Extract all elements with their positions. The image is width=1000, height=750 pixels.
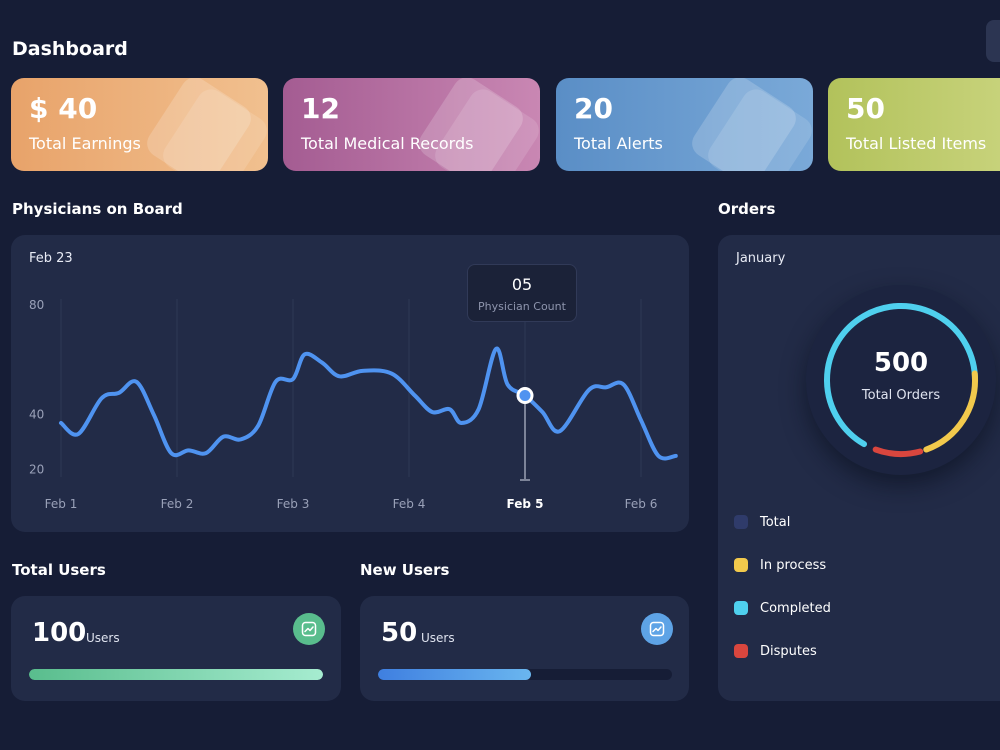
y-tick-label: 80 bbox=[29, 298, 44, 312]
stat-label: Total Alerts bbox=[574, 134, 663, 153]
total-users-progress-fill bbox=[29, 669, 323, 680]
y-tick-label: 40 bbox=[29, 408, 44, 422]
highlight-point bbox=[516, 387, 534, 405]
new-users-progress-fill bbox=[378, 669, 531, 680]
chart-tooltip: 05 Physician Count bbox=[467, 264, 577, 322]
trend-up-icon[interactable] bbox=[293, 613, 325, 645]
orders-section-title: Orders bbox=[718, 200, 776, 218]
x-tick-label: Feb 5 bbox=[507, 497, 544, 511]
legend-label: Disputes bbox=[760, 643, 817, 659]
tooltip-value: 05 bbox=[511, 275, 533, 294]
new-users-progress-track bbox=[378, 669, 672, 680]
x-tick-label: Feb 4 bbox=[393, 497, 426, 511]
new-users-title: New Users bbox=[360, 561, 450, 579]
legend-item-in-process: In process bbox=[734, 556, 826, 574]
x-tick-label: Feb 1 bbox=[45, 497, 78, 511]
orders-donut-chart bbox=[824, 303, 978, 457]
donut-segment bbox=[923, 370, 978, 453]
stat-value: 50 bbox=[846, 92, 885, 125]
x-tick-label: Feb 3 bbox=[277, 497, 310, 511]
total-users-card: 100 Users bbox=[11, 596, 341, 701]
stat-value: 20 bbox=[574, 92, 613, 125]
new-users-value: 50 bbox=[381, 618, 418, 648]
legend-item-total: Total bbox=[734, 513, 790, 531]
stat-card-total-medical-records[interactable]: 12 Total Medical Records bbox=[283, 78, 540, 171]
stat-card-total-earnings[interactable]: $ 40 Total Earnings bbox=[11, 78, 268, 171]
physicians-section-title: Physicians on Board bbox=[12, 200, 183, 218]
new-users-card: 50 Users bbox=[360, 596, 689, 701]
trend-up-icon[interactable] bbox=[641, 613, 673, 645]
stat-card-total-listed-items[interactable]: 50 Total Listed Items bbox=[828, 78, 1000, 171]
legend-item-completed: Completed bbox=[734, 599, 831, 617]
total-users-title: Total Users bbox=[12, 561, 106, 579]
total-users-progress-track bbox=[29, 669, 323, 680]
y-tick-label: 20 bbox=[29, 463, 44, 477]
series-line bbox=[59, 346, 678, 461]
corner-button[interactable] bbox=[986, 20, 1000, 62]
stat-label: Total Medical Records bbox=[301, 134, 474, 153]
stat-label: Total Listed Items bbox=[846, 134, 987, 153]
legend-label: In process bbox=[760, 557, 827, 573]
chart-period-label[interactable]: Feb 23 bbox=[29, 251, 73, 266]
legend-swatch bbox=[734, 515, 748, 529]
donut-background bbox=[806, 285, 996, 475]
new-users-unit: Users bbox=[421, 631, 455, 645]
physicians-line-chart: 80 40 20 Feb 1 Feb 2 Feb 3 Feb 4 Feb 5 Feb 6 bbox=[29, 298, 678, 511]
orders-month-label[interactable]: January bbox=[736, 251, 786, 266]
x-tick-label: Feb 6 bbox=[625, 497, 658, 511]
legend-swatch bbox=[734, 644, 748, 658]
legend-swatch bbox=[734, 558, 748, 572]
total-users-value: 100 bbox=[32, 618, 87, 648]
total-orders-label: Total Orders bbox=[861, 388, 941, 403]
stat-label: Total Earnings bbox=[29, 134, 141, 153]
total-users-unit: Users bbox=[86, 631, 120, 645]
physicians-chart-panel: Feb 23 80 40 20 Feb 1 Feb 2 Feb 3 Feb 4 Feb 5 Fe… bbox=[11, 235, 689, 532]
stat-value: $ 40 bbox=[29, 92, 98, 125]
stat-value: 12 bbox=[301, 92, 340, 125]
page-title: Dashboard bbox=[12, 38, 128, 60]
total-orders-value: 500 bbox=[873, 348, 929, 378]
legend-swatch bbox=[734, 601, 748, 615]
tooltip-label: Physician Count bbox=[478, 300, 566, 313]
x-tick-label: Feb 2 bbox=[161, 497, 194, 511]
donut-segment bbox=[872, 446, 924, 457]
orders-panel: January 500 Total Orders Total In proces… bbox=[718, 235, 1000, 701]
legend-label: Total bbox=[760, 514, 791, 530]
stat-card-total-alerts[interactable]: 20 Total Alerts bbox=[556, 78, 813, 171]
legend-label: Completed bbox=[760, 600, 831, 616]
legend-item-disputes: Disputes bbox=[734, 642, 817, 660]
donut-segment bbox=[824, 303, 978, 448]
